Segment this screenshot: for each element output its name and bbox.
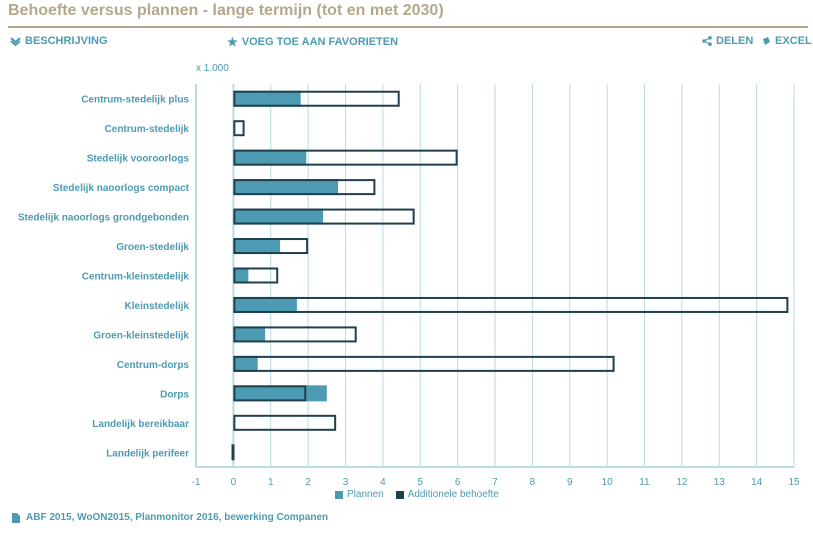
- legend-label-behoefte: Additionele behoefte: [407, 489, 499, 500]
- behoefte-bar: [233, 120, 245, 137]
- x-tick-label: 13: [714, 477, 726, 488]
- behoefte-bar: [233, 414, 337, 431]
- plannen-bar: [233, 208, 324, 225]
- plannen-bar: [233, 385, 327, 402]
- behoefte-bar: [233, 385, 307, 402]
- category-label: Dorps: [160, 389, 189, 400]
- behoefte-bar: [233, 179, 376, 196]
- category-label: Centrum-dorps: [117, 360, 190, 371]
- x-tick-label: -1: [192, 477, 201, 488]
- x-tick-label: 2: [305, 477, 311, 488]
- category-label: Stedelijk naoorlogs grondgebonden: [18, 213, 189, 224]
- excel-button[interactable]: EXCEL: [762, 35, 812, 47]
- document-icon: [12, 512, 20, 523]
- behoefte-bar: [233, 296, 789, 313]
- behoefte-bar: [233, 267, 279, 284]
- title-divider: [8, 26, 808, 28]
- plannen-bar: [233, 179, 339, 196]
- star-icon: ★: [227, 35, 238, 49]
- x-tick-label: 9: [567, 477, 573, 488]
- x-tick-label: 4: [380, 477, 386, 488]
- x-tick-label: 5: [417, 477, 423, 488]
- plannen-bar: [233, 355, 258, 372]
- plannen-bar: [233, 149, 307, 166]
- chevrons-down-icon: [10, 36, 21, 46]
- x-tick-label: 14: [751, 477, 763, 488]
- category-label: Groen-stedelijk: [116, 242, 189, 253]
- category-label: Stedelijk naoorlogs compact: [53, 183, 190, 194]
- x-tick-label: 8: [530, 477, 536, 488]
- x-tick-label: 15: [788, 477, 800, 488]
- category-label: Centrum-stedelijk: [105, 124, 190, 135]
- legend-label-plannen: Plannen: [347, 489, 384, 500]
- behoefte-bar: [231, 444, 235, 461]
- behoefte-bar: [233, 208, 415, 225]
- share-label: DELEN: [716, 35, 754, 47]
- share-button[interactable]: DELEN: [702, 35, 753, 47]
- x-tick-label: 1: [268, 477, 274, 488]
- x-tick-label: 11: [639, 477, 650, 488]
- category-label: Landelijk perifeer: [106, 448, 189, 459]
- category-label: Landelijk bereikbaar: [92, 419, 189, 430]
- plannen-bar: [233, 326, 266, 343]
- description-button[interactable]: BESCHRIJVING: [10, 35, 108, 47]
- category-label: Centrum-kleinstedelijk: [82, 272, 190, 283]
- legend-swatch-behoefte: [395, 490, 404, 499]
- category-label: Centrum-stedelijk plus: [81, 95, 189, 106]
- behoefte-bar: [233, 90, 400, 107]
- behoefte-bar: [233, 326, 357, 343]
- category-label: Stedelijk vooroorlogs: [87, 154, 190, 165]
- plannen-bar: [233, 296, 297, 313]
- excel-label: EXCEL: [775, 35, 812, 47]
- behoefte-bar: [233, 238, 309, 255]
- description-label: BESCHRIJVING: [25, 35, 108, 47]
- x-tick-label: 0: [231, 477, 237, 488]
- unit-label: x 1.000: [196, 63, 229, 74]
- behoefte-bar: [233, 149, 458, 166]
- plannen-bar: [233, 90, 301, 107]
- category-label: Kleinstedelijk: [125, 301, 190, 312]
- plannen-bar: [233, 238, 281, 255]
- x-tick-label: 6: [455, 477, 461, 488]
- add-favorite-button[interactable]: ★ VOEG TOE AAN FAVORIETEN: [227, 35, 398, 49]
- excel-icon: [763, 37, 770, 45]
- chart-legend: Plannen Additionele behoefte: [335, 489, 499, 500]
- x-tick-label: 12: [676, 477, 688, 488]
- source-text: ABF 2015, WoON2015, Planmonitor 2016, be…: [26, 512, 329, 523]
- x-tick-label: 7: [492, 477, 498, 488]
- behoefte-bar: [233, 355, 615, 372]
- page-title: Behoefte versus plannen - lange termijn …: [8, 2, 444, 19]
- legend-item-behoefte[interactable]: Additionele behoefte: [395, 489, 499, 500]
- x-tick-label: 10: [602, 477, 614, 488]
- x-tick-label: 3: [343, 477, 349, 488]
- share-icon: [702, 36, 712, 46]
- category-label: Groen-kleinstedelijk: [93, 330, 189, 341]
- favorites-label: VOEG TOE AAN FAVORIETEN: [241, 36, 399, 48]
- legend-swatch-plannen: [335, 490, 343, 499]
- source-note: ABF 2015, WoON2015, Planmonitor 2016, be…: [12, 512, 328, 523]
- legend-item-plannen[interactable]: Plannen: [335, 489, 384, 500]
- plannen-bar: [233, 267, 249, 284]
